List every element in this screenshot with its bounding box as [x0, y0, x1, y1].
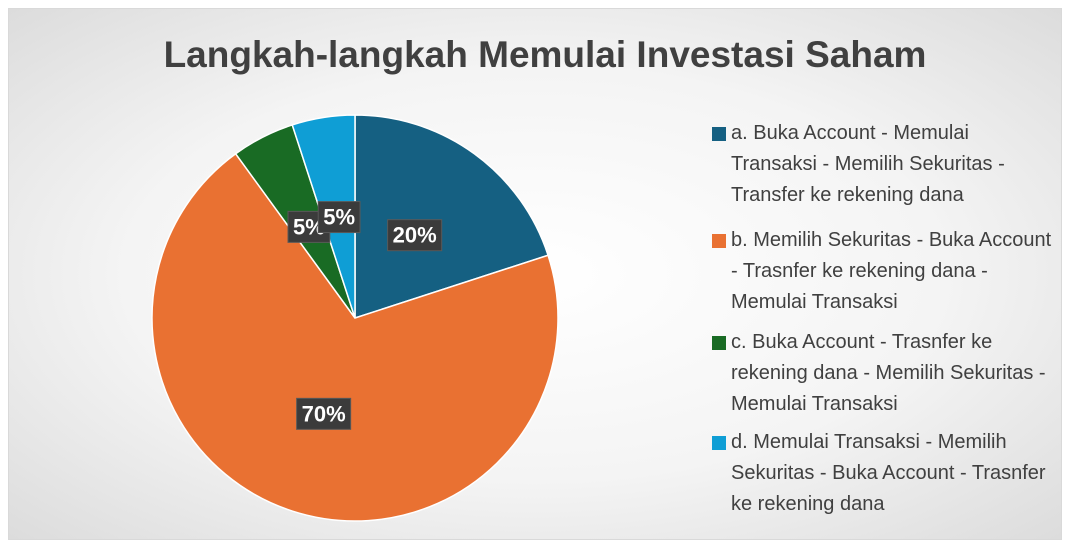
- legend-label: b. Memilih Sekuritas - Buka Account - Tr…: [731, 229, 1052, 313]
- pie-slice: [151, 152, 559, 522]
- data-label-box: [317, 201, 361, 234]
- data-label: 5%: [317, 201, 361, 234]
- data-label-text: 20%: [393, 223, 437, 248]
- legend-item: a. Buka Account - Memulai Transaksi - Me…: [712, 118, 1057, 211]
- data-label-text: 5%: [323, 205, 355, 230]
- data-label-text: 70%: [302, 401, 346, 426]
- pie-slice: [354, 114, 550, 320]
- legend-label: d. Memulai Transaksi - Memilih Sekuritas…: [731, 431, 1046, 515]
- legend-marker: [712, 127, 726, 141]
- data-label-box: [387, 219, 443, 252]
- legend-marker: [712, 234, 726, 248]
- legend-item: d. Memulai Transaksi - Memilih Sekuritas…: [712, 427, 1057, 520]
- legend-marker: [712, 336, 726, 350]
- data-label: 20%: [387, 219, 443, 252]
- legend-label: c. Buka Account - Trasnfer ke rekening d…: [731, 331, 1046, 415]
- legend-item: c. Buka Account - Trasnfer ke rekening d…: [712, 327, 1057, 420]
- legend-marker: [712, 436, 726, 450]
- legend-label: a. Buka Account - Memulai Transaksi - Me…: [731, 122, 1005, 206]
- chart-title: Langkah-langkah Memulai Investasi Saham: [164, 34, 927, 75]
- data-label: 70%: [296, 397, 352, 430]
- legend-item: b. Memilih Sekuritas - Buka Account - Tr…: [712, 225, 1057, 318]
- data-label-box: [296, 397, 352, 430]
